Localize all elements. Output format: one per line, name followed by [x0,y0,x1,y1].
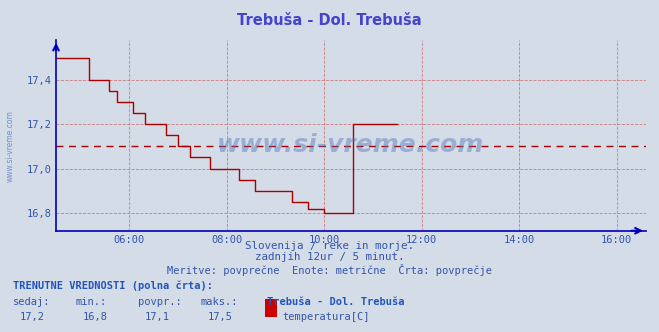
Text: Trebuša - Dol. Trebuša: Trebuša - Dol. Trebuša [267,297,405,307]
Text: 17,5: 17,5 [208,312,233,322]
Text: temperatura[C]: temperatura[C] [282,312,370,322]
Text: Trebuša - Dol. Trebuša: Trebuša - Dol. Trebuša [237,13,422,28]
Text: Slovenija / reke in morje.: Slovenija / reke in morje. [245,241,414,251]
Text: www.si-vreme.com: www.si-vreme.com [217,133,484,157]
Text: min.:: min.: [76,297,107,307]
Text: 17,1: 17,1 [145,312,170,322]
Text: sedaj:: sedaj: [13,297,51,307]
Text: maks.:: maks.: [201,297,239,307]
Text: Meritve: povprečne  Enote: metrične  Črta: povprečje: Meritve: povprečne Enote: metrične Črta:… [167,264,492,276]
Text: TRENUTNE VREDNOSTI (polna črta):: TRENUTNE VREDNOSTI (polna črta): [13,281,213,291]
Text: 16,8: 16,8 [82,312,107,322]
Text: 17,2: 17,2 [20,312,45,322]
Text: povpr.:: povpr.: [138,297,182,307]
Text: www.si-vreme.com: www.si-vreme.com [5,110,14,182]
Text: zadnjih 12ur / 5 minut.: zadnjih 12ur / 5 minut. [255,252,404,262]
